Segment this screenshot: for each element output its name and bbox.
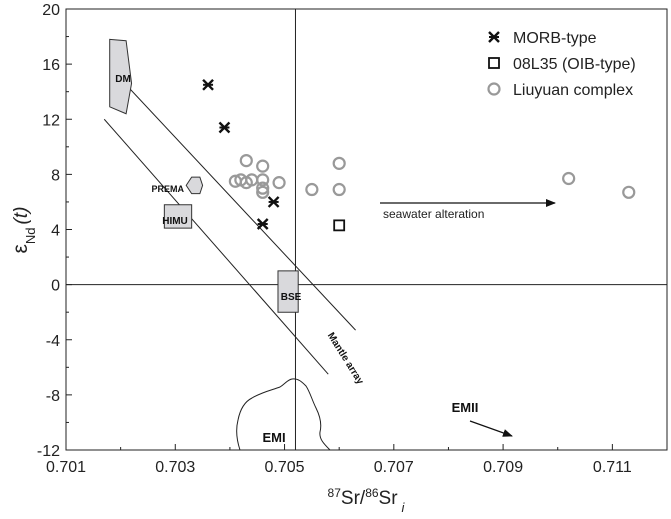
legend-item-morb: MORB-type bbox=[488, 30, 597, 47]
field-bse bbox=[277, 270, 299, 313]
x-tick-label: 0.705 bbox=[265, 459, 305, 476]
y-title-sub: Nd bbox=[23, 227, 38, 244]
y-title-paren: (t) bbox=[11, 207, 32, 225]
emi-label: EMI bbox=[262, 430, 285, 445]
y-tick-label: 0 bbox=[51, 278, 60, 295]
emi-field-outline bbox=[236, 378, 331, 451]
liuyuan-point bbox=[256, 159, 270, 173]
mantle-array-lower-line bbox=[103, 118, 329, 375]
x-tick-label: 0.701 bbox=[46, 459, 86, 476]
y-axis-title: εNd (t) bbox=[9, 207, 38, 254]
morb-point bbox=[202, 78, 214, 91]
liuyuan-point bbox=[305, 182, 319, 197]
seawater-label: seawater alteration bbox=[383, 207, 484, 221]
emii-label: EMII bbox=[452, 400, 479, 415]
mantle-array-label: Mantle array bbox=[325, 331, 366, 387]
liuyuan-point bbox=[256, 185, 270, 199]
y-tick-label: 12 bbox=[42, 112, 60, 129]
mantle-fields: DM PREMA HIMU BSE bbox=[109, 38, 302, 313]
y-tick-label: -4 bbox=[46, 333, 60, 350]
y-tick-label: -12 bbox=[37, 443, 60, 460]
x-tick-label: 0.709 bbox=[483, 459, 523, 476]
liuyuan-point bbox=[562, 171, 576, 186]
liuyuan-point bbox=[332, 182, 346, 197]
liuyuan-point bbox=[256, 173, 270, 187]
series-layer bbox=[202, 78, 636, 232]
field-himu bbox=[163, 204, 193, 229]
x-tick-label: 0.703 bbox=[155, 459, 195, 476]
legend-label-liuyuan: Liuyuan complex bbox=[513, 82, 633, 99]
x-axis-title: 87Sr/86Sr i bbox=[328, 486, 406, 515]
x-title-mid: Sr/ bbox=[341, 488, 366, 509]
field-label-bse: BSE bbox=[281, 292, 302, 303]
x-tick-label: 0.707 bbox=[374, 459, 414, 476]
legend: MORB-type 08L35 (OIB-type) Liuyuan compl… bbox=[487, 30, 636, 99]
liuyuan-point bbox=[332, 156, 346, 170]
y-tick-label: 8 bbox=[51, 167, 60, 184]
x-title-sub: i bbox=[402, 500, 406, 515]
field-label-himu: HIMU bbox=[162, 216, 188, 227]
legend-label-oib: 08L35 (OIB-type) bbox=[513, 56, 636, 73]
field-dm bbox=[109, 38, 133, 115]
legend-square-icon bbox=[488, 57, 500, 69]
x-title-end: Sr bbox=[379, 488, 399, 509]
y-axis: -12 -8 -4 0 4 8 12 16 20 bbox=[37, 2, 72, 460]
legend-item-oib: 08L35 (OIB-type) bbox=[488, 56, 636, 73]
oib-point bbox=[333, 219, 346, 232]
liuyuan-point bbox=[256, 181, 270, 195]
morb-point bbox=[218, 121, 231, 134]
y-tick-label: 20 bbox=[42, 2, 60, 19]
field-label-prema: PREMA bbox=[151, 184, 184, 194]
y-title-base: ε bbox=[9, 244, 32, 253]
liuyuan-point bbox=[622, 185, 636, 199]
plot-frame bbox=[65, 8, 668, 451]
liuyuan-point bbox=[239, 153, 253, 168]
legend-asterisk-icon bbox=[488, 31, 500, 43]
liuyuan-point bbox=[272, 176, 286, 190]
mantle-array-upper-line bbox=[125, 84, 356, 331]
legend-circle-icon bbox=[487, 82, 501, 96]
field-prema bbox=[185, 176, 204, 195]
x-title-sup1: 87 bbox=[328, 486, 342, 500]
x-axis: 0.701 0.703 0.705 0.707 0.709 0.711 bbox=[46, 444, 632, 476]
x-title-sup2: 86 bbox=[365, 486, 379, 500]
emii-arrow bbox=[469, 420, 513, 437]
legend-label-morb: MORB-type bbox=[513, 30, 597, 47]
y-tick-label: 4 bbox=[51, 223, 60, 240]
x-tick-label: 0.711 bbox=[593, 459, 632, 476]
morb-point bbox=[267, 196, 280, 208]
legend-item-liuyuan: Liuyuan complex bbox=[487, 82, 633, 99]
y-tick-label: 16 bbox=[42, 57, 60, 74]
y-tick-label: -8 bbox=[46, 388, 60, 405]
morb-point bbox=[256, 218, 269, 230]
field-label-dm: DM bbox=[115, 74, 131, 85]
